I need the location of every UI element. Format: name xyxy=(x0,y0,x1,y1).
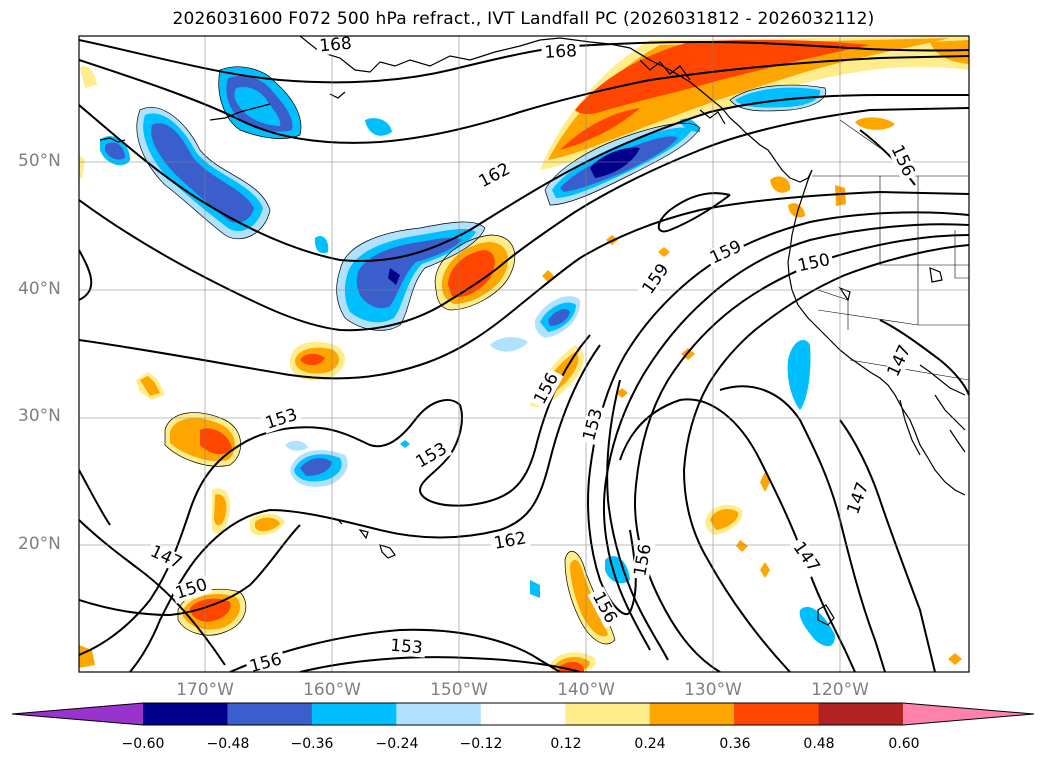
colorbar-tick: −0.36 xyxy=(290,736,334,752)
colorbar-tick: −0.60 xyxy=(121,736,165,752)
colorbar-tick: 0.48 xyxy=(803,736,835,752)
lon-label-140w: 140°W xyxy=(557,680,615,700)
lat-label-20n: 20°N xyxy=(18,534,61,554)
anomaly-fill-150w xyxy=(448,250,495,298)
colorbar xyxy=(11,702,1035,726)
anomaly-fill-170w xyxy=(200,428,232,455)
colorbar-tick: −0.24 xyxy=(375,736,419,752)
colorbar-tick: 0.24 xyxy=(634,736,666,752)
colorbar-segments xyxy=(12,703,1034,725)
contour-label: 156 xyxy=(247,649,284,677)
map-plot: 168 168 162 159 159 156 150 156 153 153 … xyxy=(78,34,970,677)
anomaly-fill-163w xyxy=(300,353,325,366)
colorbar-tick: 0.60 xyxy=(888,736,920,752)
contour-label: 153 xyxy=(389,636,423,659)
colorbar-segment xyxy=(565,703,651,725)
height-contours xyxy=(79,39,969,672)
colorbar-extend-low xyxy=(12,703,143,725)
anomaly-fill-northeast-edge xyxy=(930,40,969,64)
colorbar-segment xyxy=(396,703,482,725)
anomaly-fill-northeast xyxy=(560,108,640,150)
anomaly-fill-170w-south xyxy=(190,598,231,622)
colorbar-extend-high xyxy=(903,703,1034,725)
colorbar-tick: 0.12 xyxy=(550,736,582,752)
contour-label: 168 xyxy=(319,34,353,57)
lon-label-120w: 120°W xyxy=(811,680,869,700)
colorbar-segment xyxy=(143,703,228,725)
lon-label-130w: 130°W xyxy=(684,680,742,700)
colorbar-segment xyxy=(734,703,820,725)
colorbar-segment xyxy=(311,703,397,725)
map-title: 2026031600 F072 500 hPa refract., IVT La… xyxy=(172,9,875,29)
graticule xyxy=(79,36,969,672)
negative-anomaly-fills xyxy=(100,66,835,647)
lon-label-170w: 170°W xyxy=(176,680,234,700)
colorbar-tick: −0.48 xyxy=(206,736,250,752)
plot-frame xyxy=(78,35,970,673)
colorbar-segment xyxy=(649,703,735,725)
anomaly-fill-141w xyxy=(570,559,608,637)
colorbar-segment xyxy=(227,703,313,725)
colorbar-tick: 0.36 xyxy=(719,736,751,752)
contour-label: 168 xyxy=(544,41,577,63)
lon-label-160w: 160°W xyxy=(303,680,361,700)
anomaly-fill-northeast xyxy=(575,39,870,115)
colorbar-segment xyxy=(480,703,566,725)
lat-label-50n: 50°N xyxy=(18,151,61,171)
colorbar-segment xyxy=(818,703,904,725)
lat-label-30n: 30°N xyxy=(18,406,61,426)
lon-label-150w: 150°W xyxy=(430,680,488,700)
colorbar-tick: −0.12 xyxy=(459,736,503,752)
lat-label-40n: 40°N xyxy=(18,279,61,299)
